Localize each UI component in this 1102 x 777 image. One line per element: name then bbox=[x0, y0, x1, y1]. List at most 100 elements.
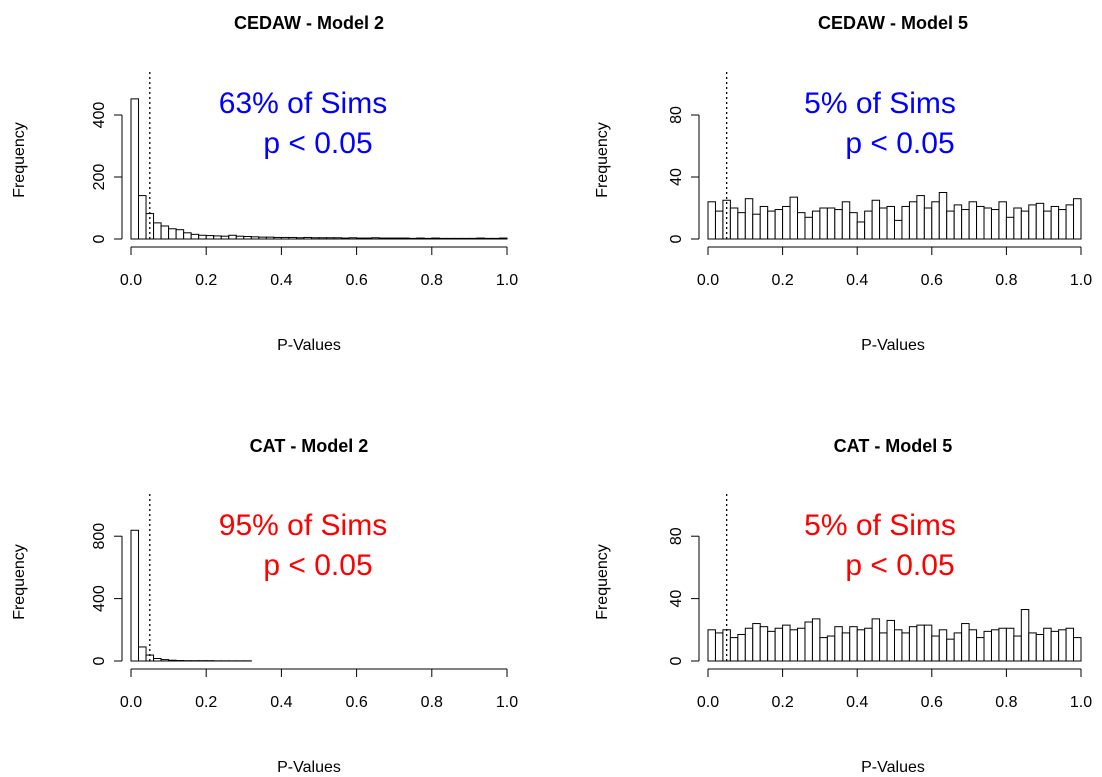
histogram-bar bbox=[908, 201, 918, 240]
histogram-bar bbox=[894, 219, 903, 240]
x-tick-label: 0.8 bbox=[995, 694, 1017, 711]
histogram-bar bbox=[1058, 629, 1067, 662]
histogram-bar bbox=[190, 233, 200, 240]
histogram-bar bbox=[961, 209, 970, 240]
histogram-bar bbox=[295, 237, 305, 240]
histogram-bar bbox=[1035, 633, 1045, 662]
histogram-bar bbox=[1020, 609, 1030, 662]
histogram-bar bbox=[901, 632, 910, 662]
chart-title: CEDAW - Model 2 bbox=[234, 13, 384, 33]
x-tick-label: 0.2 bbox=[771, 272, 793, 289]
histogram-bar bbox=[1043, 627, 1052, 662]
histogram-bar bbox=[356, 237, 365, 240]
histogram-bar bbox=[423, 237, 433, 240]
histogram-bar bbox=[288, 236, 297, 240]
y-tick-label: 0 bbox=[91, 234, 108, 243]
annotation-line-1: 63% of Sims bbox=[219, 87, 387, 120]
histogram-bar bbox=[976, 205, 985, 240]
histogram-bar bbox=[198, 234, 207, 240]
histogram-bar bbox=[707, 201, 716, 240]
annotation-line-1: 5% of Sims bbox=[804, 509, 956, 542]
histogram-bar bbox=[767, 210, 776, 240]
histogram-bar bbox=[1028, 632, 1037, 662]
x-tick-label: 0.6 bbox=[921, 272, 943, 289]
y-tick-label: 200 bbox=[91, 164, 108, 191]
panel-cedaw-model-2: CEDAW - Model 2 P-Values Frequency 0.0 0.… bbox=[11, 13, 518, 354]
x-tick-label: 1.0 bbox=[496, 272, 518, 289]
x-tick-label: 1.0 bbox=[1070, 272, 1092, 289]
histogram-bar bbox=[1058, 209, 1067, 240]
histogram-bar bbox=[1050, 630, 1060, 662]
x-tick-label: 0.0 bbox=[697, 694, 719, 711]
histogram-bar bbox=[1073, 637, 1082, 662]
histogram-bar bbox=[408, 237, 418, 240]
y-axis-label: Frequency bbox=[594, 544, 611, 620]
y-tick-label: 800 bbox=[91, 523, 108, 550]
histogram-bar bbox=[931, 635, 940, 662]
x-tick-label: 0.4 bbox=[270, 694, 292, 711]
histogram-bar bbox=[983, 207, 992, 240]
x-tick-label: 1.0 bbox=[496, 694, 518, 711]
histogram-bar bbox=[744, 627, 754, 662]
histogram-bar bbox=[871, 618, 881, 662]
histogram-bar bbox=[431, 237, 440, 240]
y-tick-label: 40 bbox=[668, 168, 685, 186]
panel-cat-model-5: CAT - Model 5 P-Values Frequency 0.0 0.2 0… bbox=[594, 436, 1092, 776]
histogram-bar bbox=[759, 626, 769, 662]
histogram-bar bbox=[153, 222, 162, 240]
x-tick-label: 0.0 bbox=[120, 272, 142, 289]
histogram-bar bbox=[446, 237, 455, 240]
histogram-bar bbox=[461, 237, 470, 240]
histogram-bar bbox=[386, 237, 395, 240]
annotation-line-1: 5% of Sims bbox=[804, 87, 956, 120]
histogram-bar bbox=[213, 235, 222, 240]
annotation-line-2: p < 0.05 bbox=[845, 127, 954, 160]
histogram-bar bbox=[714, 210, 724, 240]
x-tick-label: 0.4 bbox=[846, 272, 868, 289]
histogram-bar bbox=[438, 237, 448, 240]
histogram-bar bbox=[491, 237, 500, 240]
histogram-bar bbox=[998, 627, 1007, 662]
axes: 0.0 0.2 0.4 0.6 0.8 1.0 0 40 80 bbox=[668, 527, 1092, 711]
histogram-bar bbox=[1005, 216, 1015, 240]
chart-title: CAT - Model 5 bbox=[834, 436, 953, 456]
y-tick-label: 400 bbox=[91, 102, 108, 129]
histogram-bar bbox=[220, 235, 230, 240]
histogram-bar bbox=[707, 629, 716, 662]
y-axis-label: Frequency bbox=[594, 122, 611, 198]
x-tick-label: 0.6 bbox=[345, 272, 367, 289]
histogram-bar bbox=[968, 629, 978, 662]
y-tick-label: 0 bbox=[91, 656, 108, 665]
histogram-bar bbox=[856, 629, 866, 662]
histogram-bar bbox=[759, 205, 769, 240]
histogram-bar bbox=[961, 623, 970, 662]
y-tick-label: 0 bbox=[668, 656, 685, 665]
x-axis-label: P-Values bbox=[861, 759, 925, 776]
histogram-bar bbox=[856, 221, 866, 240]
histogram-bar bbox=[931, 201, 940, 240]
histogram-bar bbox=[453, 237, 463, 240]
histogram-bar bbox=[953, 204, 963, 240]
histogram-bar bbox=[797, 627, 806, 662]
x-tick-label: 0.0 bbox=[120, 694, 142, 711]
histogram-bar bbox=[849, 212, 858, 240]
x-tick-label: 0.2 bbox=[771, 694, 793, 711]
histogram-bar bbox=[729, 207, 739, 240]
histogram-bar bbox=[1005, 627, 1015, 662]
y-tick-label: 0 bbox=[668, 234, 685, 243]
histogram-bar bbox=[258, 236, 267, 240]
histogram-bar bbox=[908, 626, 918, 662]
histogram-bar bbox=[841, 201, 851, 240]
histogram-bar bbox=[416, 237, 425, 240]
annotation-line-2: p < 0.05 bbox=[263, 549, 372, 582]
histogram-bar bbox=[371, 237, 380, 240]
histogram-bar bbox=[894, 629, 903, 662]
histogram-bar bbox=[990, 209, 1000, 240]
histogram-bar bbox=[774, 209, 784, 240]
annotation-line-2: p < 0.05 bbox=[263, 127, 372, 160]
histogram-bar bbox=[864, 627, 873, 662]
histogram-bar bbox=[946, 210, 955, 240]
histogram-bar bbox=[363, 237, 373, 240]
histogram-bar bbox=[1050, 205, 1060, 240]
histogram-bar bbox=[160, 225, 170, 240]
